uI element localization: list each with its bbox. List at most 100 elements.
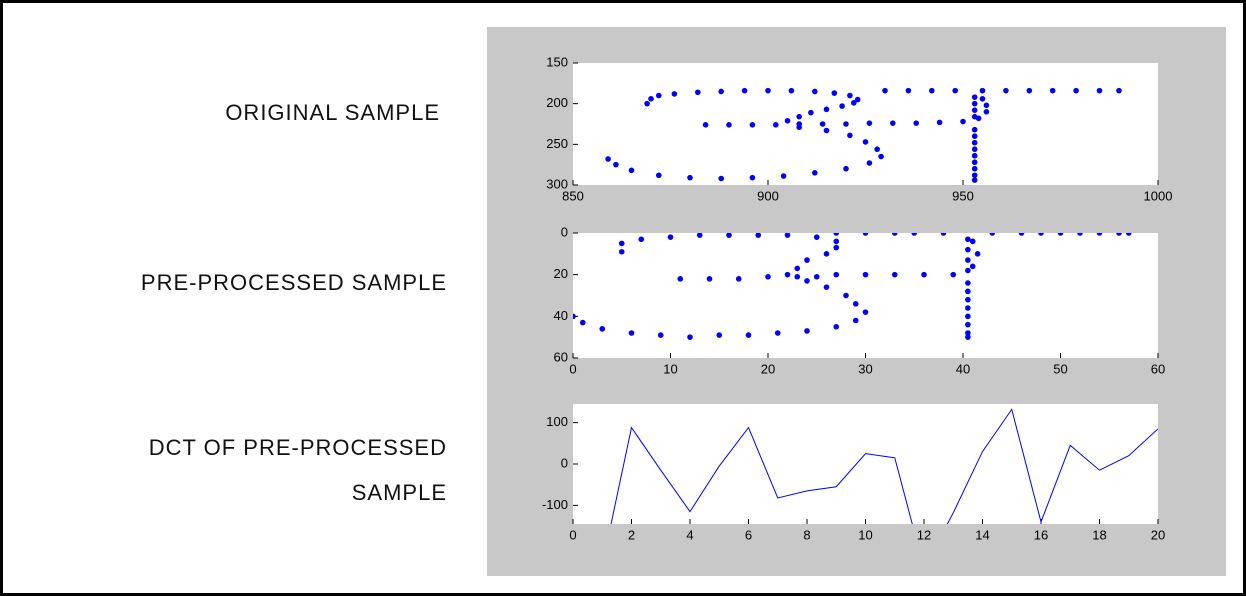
point [882, 87, 888, 94]
point [823, 251, 830, 257]
series [610, 408, 1158, 524]
point [784, 233, 791, 238]
point [862, 233, 869, 236]
point [952, 87, 958, 94]
point [969, 263, 976, 270]
point [813, 234, 820, 240]
point [839, 103, 845, 109]
row-label: PRE-PROCESSED SAMPLE [141, 270, 447, 295]
point [965, 296, 971, 303]
point [890, 120, 896, 126]
point [823, 106, 830, 113]
point [891, 271, 898, 278]
row-label: SAMPLE [352, 480, 447, 505]
point [965, 280, 971, 286]
x-tick-label: 900 [757, 188, 779, 203]
point [969, 238, 976, 245]
y-tick-label: 20 [554, 266, 568, 281]
point [965, 236, 971, 243]
point [833, 238, 840, 245]
series [573, 233, 1132, 340]
point [874, 146, 880, 153]
point [979, 95, 986, 102]
point [921, 271, 927, 278]
x-tick-label: 12 [917, 527, 931, 542]
y-tick-label: 0 [561, 224, 568, 239]
point [726, 233, 732, 238]
point [983, 109, 990, 115]
y-tick-label: 40 [554, 308, 568, 323]
point [749, 122, 756, 128]
point [1018, 233, 1025, 236]
row-label: DCT OF PRE-PROCESSED [149, 435, 447, 460]
point [718, 175, 724, 182]
x-tick-label: 40 [956, 361, 970, 376]
x-tick-label: 20 [1151, 527, 1165, 542]
point [823, 284, 830, 290]
point [843, 165, 849, 172]
point [687, 174, 693, 181]
point [656, 92, 662, 99]
point [971, 172, 978, 179]
point [638, 236, 645, 243]
point [1057, 233, 1064, 236]
y-tick-label: 0 [561, 455, 568, 470]
point [971, 133, 978, 139]
point [726, 122, 732, 128]
x-tick-label: 0 [569, 361, 576, 376]
point [965, 321, 971, 328]
point [628, 167, 635, 174]
row-label: ORIGINAL SAMPLE [225, 100, 440, 125]
point [833, 244, 840, 251]
y-tick-label: 150 [546, 54, 568, 69]
point [971, 146, 978, 153]
point [979, 87, 986, 94]
point [960, 118, 966, 125]
point [774, 330, 781, 336]
x-tick-label: 60 [1151, 361, 1165, 376]
point [804, 257, 810, 263]
point [936, 119, 943, 126]
point [929, 87, 935, 94]
point [1026, 87, 1033, 94]
x-tick-label: 50 [1053, 361, 1067, 376]
x-tick-label: 30 [858, 361, 872, 376]
y-tick-label: 60 [554, 349, 568, 364]
point [971, 100, 978, 107]
y-tick-label: 100 [546, 414, 568, 429]
point [971, 159, 978, 166]
point [780, 173, 787, 179]
point [812, 170, 818, 176]
point [866, 160, 873, 166]
point [648, 95, 654, 102]
point [718, 88, 724, 95]
point [702, 122, 709, 128]
point [745, 332, 752, 338]
point [1125, 233, 1132, 236]
point [971, 94, 978, 100]
point [971, 107, 978, 113]
point [1003, 87, 1009, 94]
point [812, 88, 818, 95]
point [971, 152, 978, 159]
point [749, 174, 756, 181]
point [974, 251, 981, 257]
point [1116, 233, 1122, 236]
point [618, 248, 625, 255]
point [579, 319, 586, 326]
point [628, 330, 635, 336]
point [965, 313, 971, 320]
point [819, 121, 826, 127]
x-tick-label: 950 [952, 188, 974, 203]
x-tick-label: 4 [686, 527, 693, 542]
point [975, 115, 982, 122]
point [965, 330, 971, 336]
point [605, 156, 611, 162]
point [862, 271, 869, 278]
y-tick-label: 300 [546, 176, 568, 191]
point [784, 117, 791, 124]
x-tick-label: 18 [1092, 527, 1106, 542]
x-tick-label: 14 [975, 527, 989, 542]
point [971, 165, 978, 172]
